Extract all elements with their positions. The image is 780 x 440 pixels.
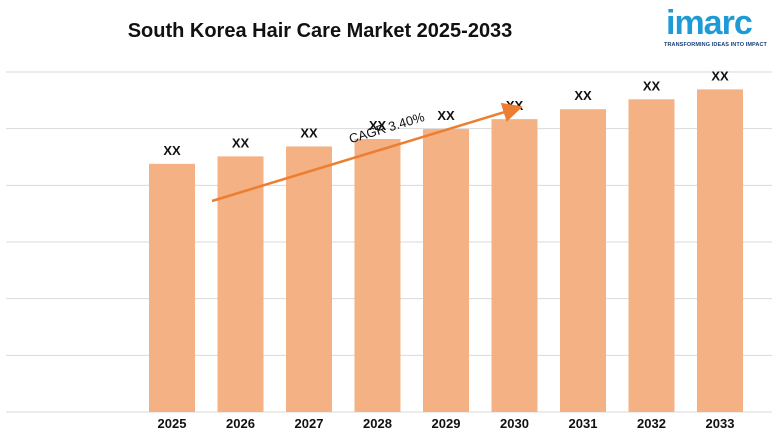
data-label-2029: XX — [437, 108, 455, 123]
data-label-2026: XX — [232, 135, 250, 150]
x-tick-2031: 2031 — [569, 416, 598, 431]
x-tick-2029: 2029 — [432, 416, 461, 431]
imarc-logo: imarc TRANSFORMING IDEAS INTO IMPACT — [660, 2, 778, 54]
bar-2031 — [560, 109, 606, 412]
data-label-2031: XX — [574, 88, 592, 103]
logo-wordmark: imarc — [666, 4, 753, 42]
bar-2030 — [491, 119, 538, 412]
bars — [149, 89, 743, 413]
bar-2026 — [217, 156, 264, 412]
cagr-arrow — [211, 102, 523, 203]
x-tick-2026: 2026 — [226, 416, 255, 431]
bar-2033 — [697, 89, 743, 413]
data-label-2027: XX — [300, 125, 318, 140]
x-tick-2033: 2033 — [706, 416, 735, 431]
data-label-2033: XX — [711, 68, 729, 83]
bar-2032 — [628, 99, 675, 413]
x-tick-2032: 2032 — [637, 416, 666, 431]
data-label-2028: XX — [369, 118, 387, 133]
logo-tagline: TRANSFORMING IDEAS INTO IMPACT — [664, 42, 768, 48]
x-tick-2027: 2027 — [295, 416, 324, 431]
x-tick-2025: 2025 — [158, 416, 187, 431]
x-tick-2028: 2028 — [363, 416, 392, 431]
data-label-2025: XX — [163, 143, 181, 158]
chart-title: South Korea Hair Care Market 2025-2033 — [127, 20, 513, 42]
x-tick-2030: 2030 — [500, 416, 529, 431]
bar-2029 — [423, 129, 469, 412]
data-label-2032: XX — [643, 78, 661, 93]
x-tick-labels: 2025 2026 2027 2028 2029 2030 2031 2032 2033 — [158, 416, 735, 431]
bar-2027 — [286, 146, 332, 412]
bar-2025 — [149, 163, 195, 412]
bar-2028 — [354, 139, 401, 412]
